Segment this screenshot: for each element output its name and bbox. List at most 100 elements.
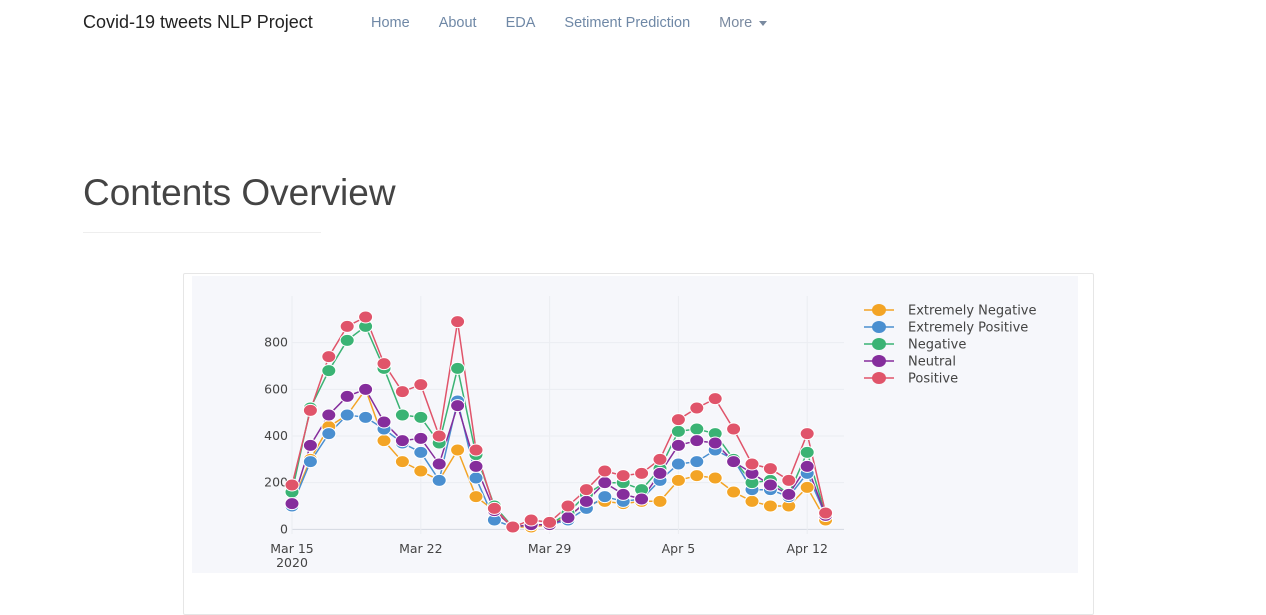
data-point[interactable] xyxy=(413,445,429,459)
data-point[interactable] xyxy=(578,483,594,497)
data-point[interactable] xyxy=(799,427,815,441)
data-point[interactable] xyxy=(542,515,558,529)
data-point[interactable] xyxy=(615,487,631,501)
data-point[interactable] xyxy=(689,469,705,483)
data-point[interactable] xyxy=(339,389,355,403)
data-point[interactable] xyxy=(394,385,410,399)
data-point[interactable] xyxy=(284,478,300,492)
data-point[interactable] xyxy=(652,452,668,466)
data-point[interactable] xyxy=(431,473,447,487)
data-point[interactable] xyxy=(450,399,466,413)
data-point[interactable] xyxy=(744,457,760,471)
data-point[interactable] xyxy=(302,403,318,417)
data-point[interactable] xyxy=(376,415,392,429)
data-point[interactable] xyxy=(468,459,484,473)
data-point[interactable] xyxy=(321,427,337,441)
data-point[interactable] xyxy=(799,445,815,459)
data-point[interactable] xyxy=(781,487,797,501)
data-point[interactable] xyxy=(468,490,484,504)
data-point[interactable] xyxy=(707,392,723,406)
data-point[interactable] xyxy=(597,490,613,504)
data-point[interactable] xyxy=(413,378,429,392)
data-point[interactable] xyxy=(376,357,392,371)
data-point[interactable] xyxy=(689,401,705,415)
data-point[interactable] xyxy=(450,315,466,329)
data-point[interactable] xyxy=(321,364,337,378)
data-point[interactable] xyxy=(358,410,374,424)
legend-marker xyxy=(872,338,886,350)
legend-marker xyxy=(872,355,886,367)
data-point[interactable] xyxy=(468,471,484,485)
data-point[interactable] xyxy=(468,443,484,457)
data-point[interactable] xyxy=(799,459,815,473)
data-point[interactable] xyxy=(652,466,668,480)
data-point[interactable] xyxy=(450,443,466,457)
data-point[interactable] xyxy=(302,438,318,452)
data-point[interactable] xyxy=(523,513,539,527)
data-point[interactable] xyxy=(321,408,337,422)
data-point[interactable] xyxy=(744,494,760,508)
data-point[interactable] xyxy=(376,434,392,448)
nav-link-eda[interactable]: EDA xyxy=(505,15,536,31)
data-point[interactable] xyxy=(597,476,613,490)
nav-link-about[interactable]: About xyxy=(438,15,477,31)
data-point[interactable] xyxy=(726,422,742,436)
nav-link-home[interactable]: Home xyxy=(371,15,410,31)
data-point[interactable] xyxy=(339,319,355,333)
data-point[interactable] xyxy=(652,494,668,508)
data-point[interactable] xyxy=(762,478,778,492)
data-point[interactable] xyxy=(670,424,686,438)
data-point[interactable] xyxy=(726,455,742,469)
data-point[interactable] xyxy=(597,464,613,478)
brand-link[interactable]: Covid-19 tweets NLP Project xyxy=(83,12,313,32)
data-point[interactable] xyxy=(302,455,318,469)
data-point[interactable] xyxy=(707,436,723,450)
data-point[interactable] xyxy=(762,462,778,476)
data-point[interactable] xyxy=(726,485,742,499)
data-point[interactable] xyxy=(394,455,410,469)
data-point[interactable] xyxy=(394,434,410,448)
x-tick-sublabel: 2020 xyxy=(276,555,308,570)
data-point[interactable] xyxy=(450,361,466,375)
legend-entry[interactable]: Neutral xyxy=(908,355,956,370)
data-point[interactable] xyxy=(284,497,300,511)
data-point[interactable] xyxy=(486,501,502,515)
data-point[interactable] xyxy=(615,469,631,483)
data-point[interactable] xyxy=(431,429,447,443)
data-point[interactable] xyxy=(358,382,374,396)
data-point[interactable] xyxy=(670,413,686,427)
nav-dropdown-more[interactable]: More xyxy=(719,15,768,31)
data-point[interactable] xyxy=(670,457,686,471)
data-point[interactable] xyxy=(339,408,355,422)
data-point[interactable] xyxy=(560,511,576,525)
data-point[interactable] xyxy=(762,499,778,513)
data-point[interactable] xyxy=(431,457,447,471)
data-point[interactable] xyxy=(321,350,337,364)
data-point[interactable] xyxy=(818,506,834,520)
data-point[interactable] xyxy=(505,520,521,534)
data-point[interactable] xyxy=(394,408,410,422)
data-point[interactable] xyxy=(689,434,705,448)
data-point[interactable] xyxy=(689,422,705,436)
data-point[interactable] xyxy=(413,431,429,445)
page-title: Contents Overview xyxy=(83,172,396,213)
legend-entry[interactable]: Extremely Negative xyxy=(908,304,1037,319)
data-point[interactable] xyxy=(560,499,576,513)
data-point[interactable] xyxy=(781,473,797,487)
data-point[interactable] xyxy=(413,464,429,478)
data-point[interactable] xyxy=(707,471,723,485)
data-point[interactable] xyxy=(413,410,429,424)
nav-link-sentiment-prediction[interactable]: Setiment Prediction xyxy=(564,15,691,31)
data-point[interactable] xyxy=(799,480,815,494)
data-point[interactable] xyxy=(670,438,686,452)
data-point[interactable] xyxy=(358,310,374,324)
data-point[interactable] xyxy=(634,466,650,480)
data-point[interactable] xyxy=(634,492,650,506)
data-point[interactable] xyxy=(339,333,355,347)
data-point[interactable] xyxy=(578,494,594,508)
legend-entry[interactable]: Negative xyxy=(908,338,966,353)
data-point[interactable] xyxy=(670,473,686,487)
legend-entry[interactable]: Positive xyxy=(908,372,958,387)
legend-entry[interactable]: Extremely Positive xyxy=(908,321,1028,336)
data-point[interactable] xyxy=(689,455,705,469)
